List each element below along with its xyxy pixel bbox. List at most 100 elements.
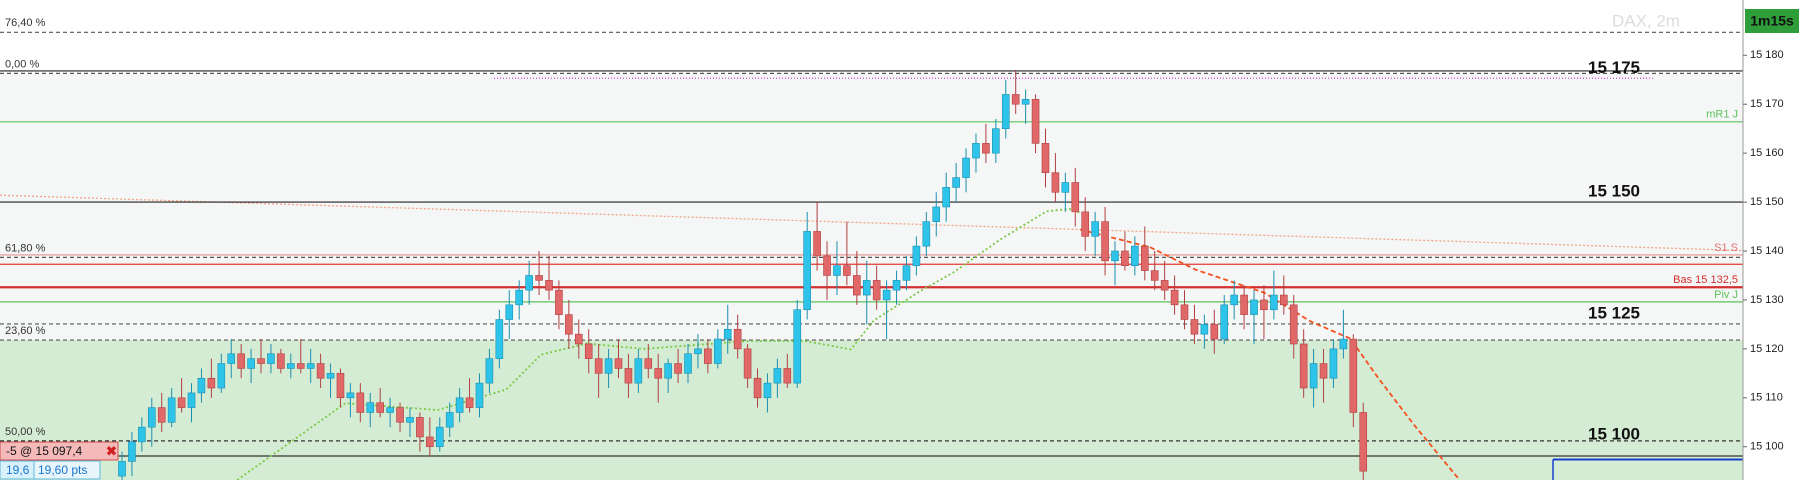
position-gain: 19,6: [6, 463, 30, 477]
candle-body: [475, 382, 484, 408]
level-price: 15 175: [1588, 58, 1640, 77]
candle-body: [435, 426, 444, 448]
candle-body: [833, 265, 841, 276]
candle-body: [584, 343, 593, 359]
candle-body: [862, 280, 871, 296]
candle-body: [942, 187, 950, 208]
y-tick-label: 15 160: [1750, 147, 1784, 159]
candle-body: [594, 358, 603, 374]
moving-average: [1079, 228, 1461, 480]
candle-body: [1319, 363, 1328, 379]
candle-body: [1220, 304, 1229, 340]
candle-body: [882, 289, 891, 301]
candle-body: [1031, 99, 1040, 144]
candle-body: [704, 348, 712, 364]
position-box: -5 @ 15 097,4 ✖ 19,6 19,60 pts: [0, 441, 119, 480]
points-box: [33, 460, 101, 480]
candle-body: [138, 426, 146, 443]
candle-body: [853, 275, 861, 296]
y-tick-label: 15 110: [1750, 392, 1783, 404]
level-label: Piv J: [1714, 289, 1738, 301]
y-tick-label: 15 180: [1750, 49, 1784, 61]
candle-body: [872, 280, 881, 301]
fib-label: 0,00 %: [5, 58, 39, 70]
moving-average: [236, 207, 1087, 480]
fib-label: 76,40 %: [5, 17, 46, 29]
candle-body: [1240, 294, 1248, 315]
candle-body: [952, 177, 960, 188]
candle-body: [823, 255, 831, 276]
candle-body: [992, 128, 1000, 154]
candle-body: [227, 353, 236, 364]
candle-body: [1329, 348, 1338, 379]
plot-area: [0, 31, 1743, 480]
candle-body: [634, 358, 643, 384]
candle-body: [972, 143, 980, 159]
candle-body: [1081, 211, 1090, 237]
candle-body: [326, 373, 335, 379]
candle-body: [674, 363, 682, 374]
candle-body: [267, 353, 275, 364]
position-label-box: [0, 441, 119, 461]
candle-body: [277, 353, 285, 369]
level-label: Bas 15 132,5: [1673, 274, 1738, 286]
candle-body: [197, 377, 206, 394]
candle-body: [922, 221, 931, 247]
candle-body: [128, 441, 136, 462]
candle-body: [1101, 221, 1109, 262]
candle-body: [664, 363, 672, 379]
y-tick-label: 15 130: [1750, 294, 1784, 306]
candle-body: [1021, 99, 1030, 105]
level-label: S1 S: [1714, 242, 1738, 254]
candle-body: [773, 368, 782, 384]
instrument: DAX, 2m: [1612, 11, 1680, 30]
candle-body: [574, 333, 583, 345]
candle-body: [1260, 299, 1268, 311]
y-tick-label: 15 170: [1750, 98, 1784, 110]
candle-body: [455, 397, 464, 413]
candle-body: [1359, 412, 1368, 472]
candle-body: [763, 382, 772, 399]
candle-body: [296, 363, 305, 369]
candle-body: [743, 348, 752, 379]
candle-body: [386, 407, 394, 413]
candle-body: [545, 280, 553, 291]
candle-body: [465, 397, 474, 408]
candle-body: [376, 402, 384, 413]
candle-body: [1250, 299, 1258, 315]
candle-body: [177, 397, 186, 408]
candle-body: [803, 231, 811, 311]
candle-body: [505, 304, 514, 320]
y-tick-label: 15 100: [1750, 441, 1784, 453]
close-position[interactable]: ✖: [106, 443, 117, 458]
candle-body: [1111, 250, 1119, 262]
price-axis: [1743, 0, 1800, 480]
candle-body: [813, 231, 821, 257]
candle-body: [207, 377, 216, 389]
zone: [0, 73, 1743, 341]
y-tick-label: 15 140: [1750, 245, 1784, 257]
candle-body: [1280, 294, 1288, 306]
fib-label: 23,60 %: [5, 325, 46, 337]
candle-body: [753, 377, 762, 399]
candle-body: [644, 358, 653, 369]
candle-body: [694, 348, 702, 355]
candle-body: [1041, 143, 1050, 174]
fib-label: 50,00 %: [5, 426, 46, 438]
candle-body: [1200, 324, 1209, 335]
candle-body: [793, 309, 802, 384]
candle-body: [1160, 280, 1169, 291]
position-points: 19,60 pts: [38, 463, 87, 477]
candle-body: [287, 363, 295, 369]
candle-body: [416, 417, 424, 438]
candle-body: [654, 368, 663, 379]
candle-body: [167, 397, 176, 423]
candle-body: [1150, 270, 1159, 281]
candle-body: [1131, 245, 1139, 266]
candle-body: [346, 392, 355, 399]
candle-body: [1180, 304, 1189, 320]
candle-body: [614, 358, 623, 369]
y-tick-label: 15 120: [1750, 343, 1784, 355]
